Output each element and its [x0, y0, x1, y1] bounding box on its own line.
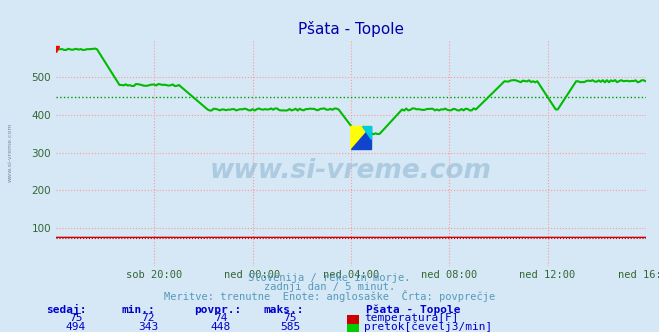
Text: pretok[čevelj3/min]: pretok[čevelj3/min]: [364, 322, 493, 332]
Polygon shape: [362, 126, 372, 139]
Text: 72: 72: [142, 313, 155, 323]
Text: 585: 585: [280, 322, 300, 332]
Text: Pšata - Topole: Pšata - Topole: [366, 304, 460, 315]
Polygon shape: [351, 126, 372, 149]
Text: temperatura[F]: temperatura[F]: [364, 313, 459, 323]
Text: maks.:: maks.:: [264, 305, 304, 315]
Text: 75: 75: [283, 313, 297, 323]
Text: 494: 494: [66, 322, 86, 332]
Text: zadnji dan / 5 minut.: zadnji dan / 5 minut.: [264, 283, 395, 292]
Text: 448: 448: [211, 322, 231, 332]
Text: Meritve: trenutne  Enote: anglosaške  Črta: povprečje: Meritve: trenutne Enote: anglosaške Črta…: [164, 290, 495, 302]
Text: 343: 343: [138, 322, 158, 332]
Text: Slovenija / reke in morje.: Slovenija / reke in morje.: [248, 273, 411, 283]
Text: 75: 75: [69, 313, 82, 323]
Text: www.si-vreme.com: www.si-vreme.com: [210, 158, 492, 184]
Text: povpr.:: povpr.:: [194, 305, 242, 315]
Text: sedaj:: sedaj:: [46, 304, 86, 315]
Title: Pšata - Topole: Pšata - Topole: [298, 21, 404, 37]
Text: 74: 74: [214, 313, 227, 323]
Polygon shape: [351, 126, 372, 149]
Text: www.si-vreme.com: www.si-vreme.com: [8, 123, 13, 183]
Text: min.:: min.:: [122, 305, 156, 315]
